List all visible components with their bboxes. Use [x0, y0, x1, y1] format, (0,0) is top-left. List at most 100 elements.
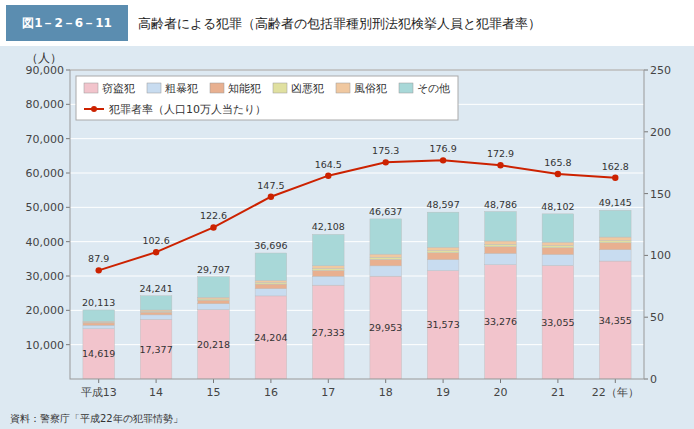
- total-label: 48,597: [426, 199, 459, 210]
- bar-segment: [83, 322, 115, 324]
- x-tick-label: 16: [264, 386, 278, 399]
- bar-segment: [600, 237, 632, 240]
- x-tick-label: 平成13: [81, 386, 117, 399]
- bar-segment: [542, 242, 574, 245]
- legend-swatch: [336, 83, 350, 93]
- rate-point: [612, 175, 618, 181]
- y-tick-label: 10,000: [26, 339, 65, 352]
- x-tick-label: 19: [436, 386, 450, 399]
- x-tick: [328, 379, 329, 383]
- bar-segment: [370, 257, 402, 259]
- y2-tick-label: 150: [650, 188, 671, 201]
- bar-segment: [198, 300, 230, 304]
- bar-segment: [313, 270, 345, 276]
- legend-swatch: [84, 83, 98, 93]
- y-tick-label: 90,000: [26, 64, 65, 77]
- rate-point: [497, 162, 503, 168]
- header: [0, 0, 694, 46]
- y-tick-label: 50,000: [26, 201, 65, 214]
- legend-swatch: [147, 83, 161, 93]
- segment-label: 20,218: [197, 339, 230, 350]
- total-label: 48,102: [541, 201, 574, 212]
- total-label: 29,797: [197, 264, 230, 275]
- x-tick: [98, 379, 99, 383]
- legend-label: その他: [417, 82, 450, 95]
- y-tick-label: 20,000: [26, 304, 65, 317]
- x-tick-label: 21: [551, 386, 565, 399]
- bar-segment: [313, 285, 345, 379]
- rate-point: [325, 172, 331, 178]
- bar-segment: [542, 245, 574, 247]
- bar-segment: [313, 276, 345, 285]
- legend: 窃盗犯粗暴犯知能犯凶悪犯風俗犯その他犯罪者率（人口10万人当たり）: [76, 76, 458, 120]
- rate-point: [383, 159, 389, 165]
- segment-label: 24,204: [254, 332, 287, 343]
- y-tick: [66, 70, 70, 71]
- legend-label: 窃盗犯: [102, 82, 135, 95]
- bar-segment: [370, 276, 402, 379]
- legend-label: 知能犯: [228, 82, 261, 95]
- y2-tick-label: 50: [650, 311, 664, 324]
- y-tick-label: 80,000: [26, 98, 65, 111]
- bar-segment: [198, 304, 230, 310]
- bar-segment: [427, 260, 459, 271]
- rate-point: [440, 157, 446, 163]
- bar-segment: [370, 219, 402, 254]
- bar-segment: [140, 312, 172, 315]
- rate-point: [555, 171, 561, 177]
- bar-segment: [542, 214, 574, 242]
- x-tick-label: 14: [149, 386, 163, 399]
- segment-label: 14,619: [82, 348, 115, 359]
- rate-label: 87.9: [88, 253, 109, 264]
- rate-label: 164.5: [315, 159, 342, 170]
- x-tick: [213, 379, 214, 383]
- rate-label: 175.3: [372, 145, 399, 156]
- rate-label: 147.5: [257, 180, 284, 191]
- legend-marker: [91, 106, 97, 112]
- x-tick-label: 20: [494, 386, 508, 399]
- bar-segment: [485, 247, 517, 254]
- y2-tick: [644, 317, 648, 318]
- bar-segment: [83, 325, 115, 329]
- rate-label: 172.9: [487, 148, 514, 159]
- x-tick: [443, 379, 444, 383]
- rate-line: [99, 160, 616, 270]
- rate-label: 122.6: [200, 210, 227, 221]
- bar-segment: [427, 253, 459, 260]
- rate-point: [153, 249, 159, 255]
- x-tick-label: 18: [379, 386, 393, 399]
- total-label: 49,145: [599, 197, 632, 208]
- bar-segment: [255, 280, 287, 282]
- total-label: 42,108: [312, 221, 345, 232]
- legend-label: 犯罪者率（人口10万人当たり）: [109, 103, 266, 116]
- bar-segment: [600, 243, 632, 250]
- y2-tick: [644, 70, 648, 71]
- total-label: 46,637: [369, 206, 402, 217]
- y2-tick: [644, 193, 648, 194]
- x-tick-label: 15: [207, 386, 221, 399]
- y-tick: [66, 241, 70, 242]
- figure-number: 図1－2－6－11: [22, 16, 112, 30]
- bar-segment: [140, 319, 172, 379]
- y2-tick: [644, 131, 648, 132]
- bar-segment: [83, 329, 115, 379]
- y2-tick: [644, 255, 648, 256]
- bar-segment: [140, 315, 172, 319]
- bar-segment: [198, 277, 230, 298]
- bar-segment: [600, 240, 632, 242]
- y-tick-label: 30,000: [26, 270, 65, 283]
- bar-segment: [255, 283, 287, 284]
- rate-label: 176.9: [429, 143, 456, 154]
- bar-segment: [485, 212, 517, 242]
- segment-label: 33,276: [484, 316, 517, 327]
- x-tick: [615, 379, 616, 383]
- legend-frame: [76, 76, 458, 120]
- y-tick: [66, 173, 70, 174]
- total-label: 48,786: [484, 199, 517, 210]
- bar-segment: [485, 253, 517, 264]
- bar-segment: [427, 251, 459, 253]
- x-tick-label: 17: [321, 386, 335, 399]
- marks: [83, 157, 631, 379]
- x-tick: [500, 379, 501, 383]
- bar-segment: [140, 296, 172, 310]
